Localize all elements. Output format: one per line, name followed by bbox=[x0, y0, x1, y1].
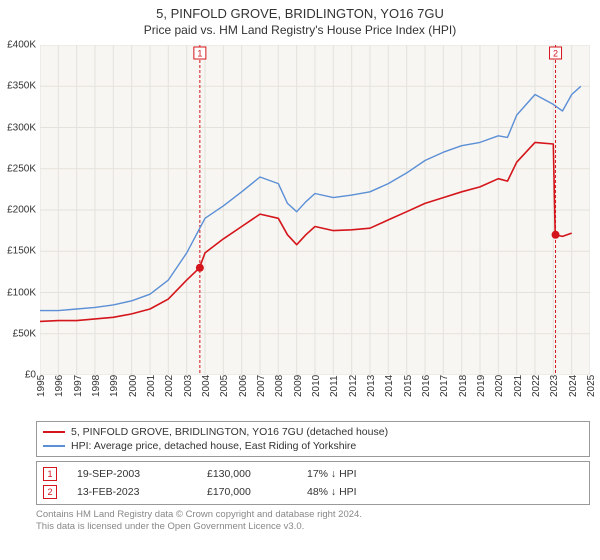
x-tick-label: 2006 bbox=[238, 375, 249, 397]
y-tick-label: £150K bbox=[7, 246, 36, 257]
footer: Contains HM Land Registry data © Crown c… bbox=[36, 509, 590, 534]
sale-pct-1: 17% ↓ HPI bbox=[307, 468, 427, 480]
x-tick-label: 2017 bbox=[439, 375, 450, 397]
x-tick-label: 2005 bbox=[219, 375, 230, 397]
x-tick-label: 2015 bbox=[403, 375, 414, 397]
x-tick-label: 2010 bbox=[311, 375, 322, 397]
legend-row-property: 5, PINFOLD GROVE, BRIDLINGTON, YO16 7GU … bbox=[43, 425, 583, 439]
x-tick-label: 1995 bbox=[36, 375, 47, 397]
legend-label-hpi: HPI: Average price, detached house, East… bbox=[71, 440, 356, 452]
x-tick-label: 2012 bbox=[348, 375, 359, 397]
x-tick-label: 2019 bbox=[476, 375, 487, 397]
x-tick-label: 2007 bbox=[256, 375, 267, 397]
x-tick-label: 2009 bbox=[293, 375, 304, 397]
x-axis-labels: 1995199619971998199920002001200220032004… bbox=[40, 375, 590, 415]
legend-row-hpi: HPI: Average price, detached house, East… bbox=[43, 439, 583, 453]
y-tick-label: £250K bbox=[7, 163, 36, 174]
x-tick-label: 2000 bbox=[128, 375, 139, 397]
y-tick-label: £100K bbox=[7, 287, 36, 298]
y-tick-label: £300K bbox=[7, 122, 36, 133]
sale-date-2: 13-FEB-2023 bbox=[77, 486, 187, 498]
y-axis-labels: £0£50K£100K£150K£200K£250K£300K£350K£400… bbox=[0, 45, 38, 375]
sales-table: 1 19-SEP-2003 £130,000 17% ↓ HPI 2 13-FE… bbox=[36, 461, 590, 505]
x-tick-label: 2003 bbox=[183, 375, 194, 397]
sale-marker-1: 1 bbox=[43, 467, 57, 481]
sale-price-2: £170,000 bbox=[207, 486, 287, 498]
legend-label-property: 5, PINFOLD GROVE, BRIDLINGTON, YO16 7GU … bbox=[71, 426, 388, 438]
x-tick-label: 1997 bbox=[73, 375, 84, 397]
svg-text:2: 2 bbox=[553, 49, 558, 59]
svg-text:1: 1 bbox=[197, 49, 202, 59]
sale-date-1: 19-SEP-2003 bbox=[77, 468, 187, 480]
chart-subtitle: Price paid vs. HM Land Registry's House … bbox=[0, 23, 600, 37]
y-tick-label: £400K bbox=[7, 40, 36, 51]
footer-line-1: Contains HM Land Registry data © Crown c… bbox=[36, 509, 590, 521]
footer-line-2: This data is licensed under the Open Gov… bbox=[36, 521, 590, 533]
legend-box: 5, PINFOLD GROVE, BRIDLINGTON, YO16 7GU … bbox=[36, 421, 590, 457]
x-tick-label: 2004 bbox=[201, 375, 212, 397]
y-tick-label: £350K bbox=[7, 81, 36, 92]
x-tick-label: 2020 bbox=[494, 375, 505, 397]
legend-swatch-hpi bbox=[43, 445, 65, 447]
legend-swatch-property bbox=[43, 431, 65, 433]
x-tick-label: 2022 bbox=[531, 375, 542, 397]
x-tick-label: 2013 bbox=[366, 375, 377, 397]
x-tick-label: 1998 bbox=[91, 375, 102, 397]
x-tick-label: 1996 bbox=[54, 375, 65, 397]
sale-price-1: £130,000 bbox=[207, 468, 287, 480]
sale-row-2: 2 13-FEB-2023 £170,000 48% ↓ HPI bbox=[43, 483, 583, 501]
x-tick-label: 2008 bbox=[274, 375, 285, 397]
y-tick-label: £200K bbox=[7, 205, 36, 216]
sale-marker-2: 2 bbox=[43, 485, 57, 499]
y-tick-label: £0 bbox=[25, 370, 36, 381]
x-tick-label: 2002 bbox=[164, 375, 175, 397]
sale-row-1: 1 19-SEP-2003 £130,000 17% ↓ HPI bbox=[43, 465, 583, 483]
x-tick-label: 2001 bbox=[146, 375, 157, 397]
title-block: 5, PINFOLD GROVE, BRIDLINGTON, YO16 7GU … bbox=[0, 0, 600, 37]
x-tick-label: 2023 bbox=[549, 375, 560, 397]
y-tick-label: £50K bbox=[13, 328, 36, 339]
chart-area: 12 £0£50K£100K£150K£200K£250K£300K£350K£… bbox=[40, 45, 590, 375]
x-tick-label: 2014 bbox=[384, 375, 395, 397]
x-tick-label: 2021 bbox=[513, 375, 524, 397]
plot-svg: 12 bbox=[40, 45, 590, 375]
sale-pct-2: 48% ↓ HPI bbox=[307, 486, 427, 498]
chart-title: 5, PINFOLD GROVE, BRIDLINGTON, YO16 7GU bbox=[0, 6, 600, 21]
x-tick-label: 2018 bbox=[458, 375, 469, 397]
x-tick-label: 2011 bbox=[329, 375, 340, 397]
x-tick-label: 2024 bbox=[568, 375, 579, 397]
chart-container: 5, PINFOLD GROVE, BRIDLINGTON, YO16 7GU … bbox=[0, 0, 600, 534]
x-tick-label: 1999 bbox=[109, 375, 120, 397]
x-tick-label: 2025 bbox=[586, 375, 597, 397]
x-tick-label: 2016 bbox=[421, 375, 432, 397]
